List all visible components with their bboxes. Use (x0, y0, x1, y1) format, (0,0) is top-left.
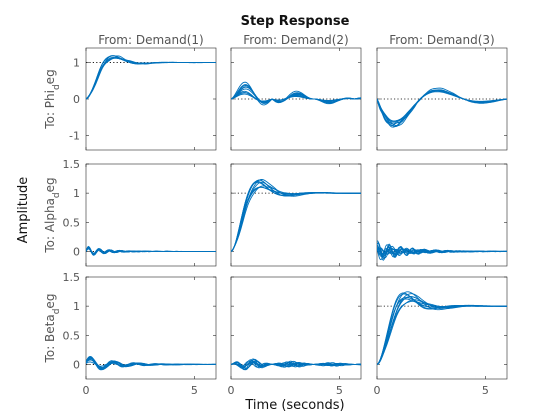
panel-r1-c1: 1 0 -1 From: Demand(1) (69, 33, 217, 151)
response-line (231, 361, 361, 367)
column-title-3: From: Demand(3) (389, 33, 494, 47)
panel-r2-c2 (230, 163, 362, 267)
response-line (377, 299, 507, 365)
response-traces (86, 55, 216, 100)
x-tick-label: 5 (191, 384, 198, 397)
x-tick-label: 0 (374, 384, 381, 397)
y-tick-label: 0.5 (63, 329, 81, 342)
x-tick-label: 5 (336, 384, 343, 397)
response-traces (86, 245, 216, 256)
y-tick-label: 1.5 (63, 271, 81, 284)
response-traces (231, 179, 361, 252)
row-label-2: To: Alphadeg (43, 177, 62, 253)
panel-r1-c3: From: Demand(3) (376, 33, 508, 151)
response-line (377, 87, 507, 128)
axes-box (85, 163, 217, 267)
row-label-1: To: Phideg (43, 69, 62, 129)
y-tick-label: -1 (69, 129, 80, 142)
y-axis-label: Amplitude (16, 177, 31, 244)
y-tick-label: 0.5 (63, 216, 81, 229)
panel-r2-c1: 1.5 1 0.5 0 (63, 158, 217, 267)
response-traces (231, 358, 361, 371)
panel-r2-c3 (376, 163, 508, 267)
plot-grid: To: Phideg 1 0 -1 From: Demand(1) From: Deman… (43, 33, 508, 397)
response-line (86, 57, 216, 100)
axes-box (376, 276, 508, 380)
row-label-3: To: Betadeg (43, 294, 62, 364)
chart-title: Step Response (241, 14, 350, 29)
response-line (231, 361, 361, 368)
response-traces (86, 356, 216, 371)
response-traces (377, 87, 507, 128)
response-line (86, 247, 216, 255)
y-tick-label: 1 (73, 57, 80, 70)
column-title-2: From: Demand(2) (243, 33, 348, 47)
axes-box (85, 276, 217, 380)
x-tick-label: 0 (228, 384, 235, 397)
response-traces (231, 81, 361, 106)
x-tick-label: 0 (83, 384, 90, 397)
response-traces (377, 240, 507, 261)
response-line (377, 89, 507, 126)
response-line (377, 247, 507, 256)
y-tick-label: 0 (73, 358, 80, 371)
response-line (231, 358, 361, 371)
response-line (86, 361, 216, 367)
column-title-1: From: Demand(1) (98, 33, 203, 47)
axes-box (376, 163, 508, 267)
panel-r3-c1: 1.5 1 0.5 00 5 (63, 271, 217, 397)
y-tick-label: 1 (73, 187, 80, 200)
y-tick-label: 1.5 (63, 158, 81, 171)
y-tick-label: 0 (73, 245, 80, 258)
x-tick-label: 5 (482, 384, 489, 397)
axes-box (230, 163, 362, 267)
axes-box (85, 47, 217, 151)
response-line (231, 81, 361, 106)
x-axis-label: Time (seconds) (244, 398, 344, 413)
response-line (231, 90, 361, 103)
y-tick-label: 1 (73, 300, 80, 313)
panel-r1-c2: From: Demand(2) (230, 33, 362, 151)
y-tick-label: 0 (73, 93, 80, 106)
response-traces (377, 291, 507, 365)
response-line (231, 181, 361, 252)
